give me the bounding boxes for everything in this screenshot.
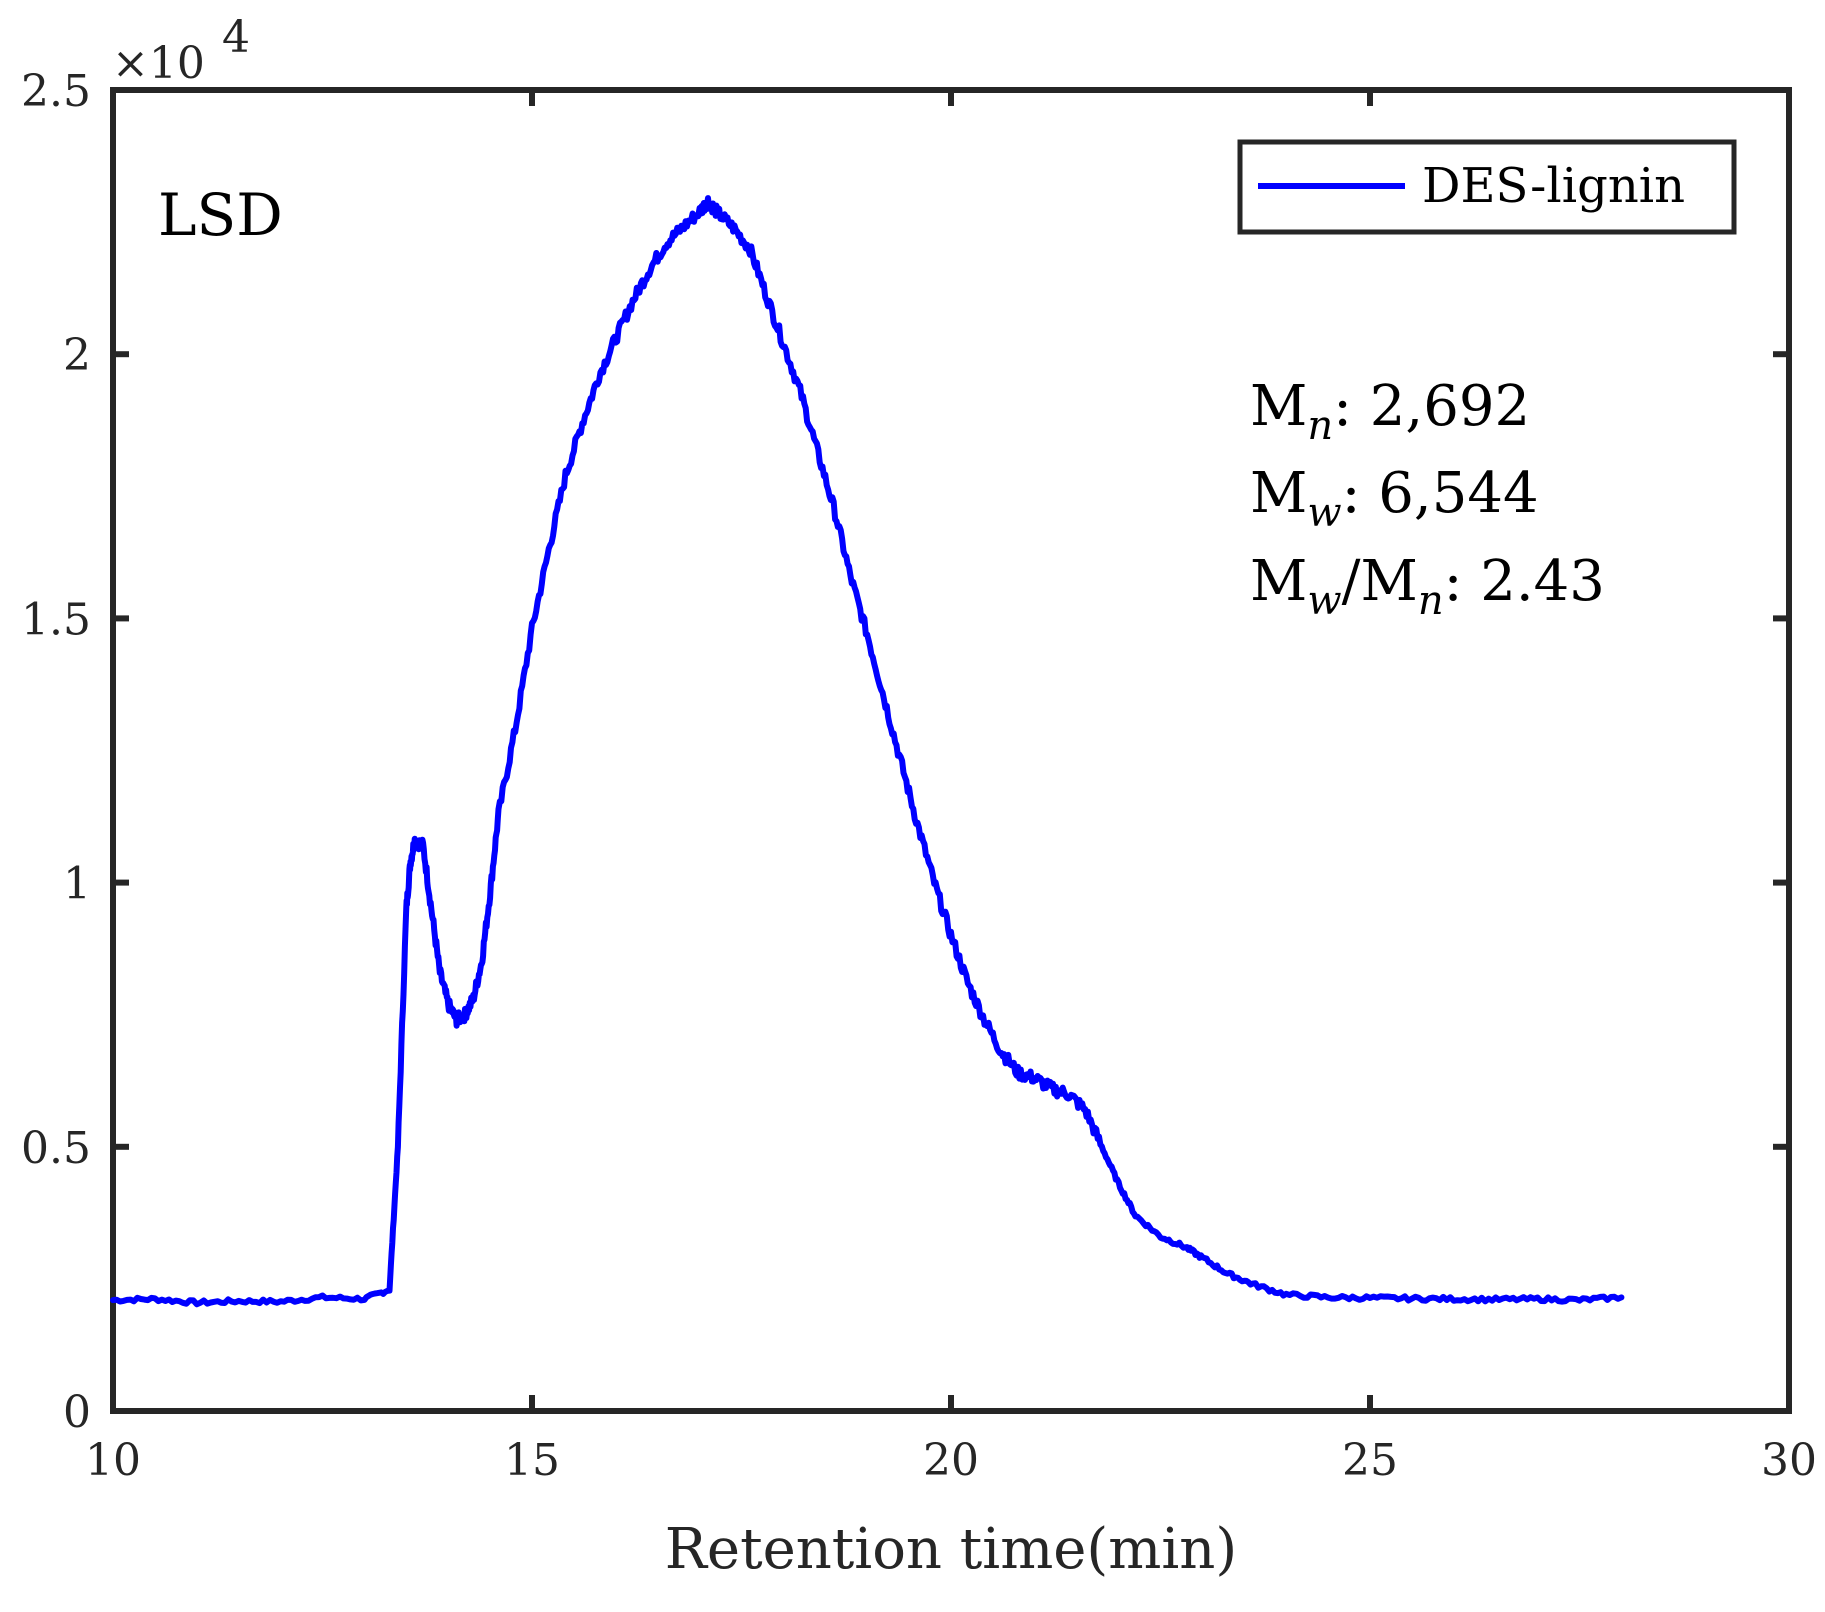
y-exponent-power: 4: [222, 12, 250, 63]
x-axis-title: Retention time(min): [665, 1517, 1237, 1582]
y-exponent-label: ×10: [112, 38, 205, 89]
mw-stat: Mw: 6,544: [1250, 461, 1539, 536]
axis-ticks: [110, 87, 1792, 1414]
pdi-stat: Mw/Mn: 2.43: [1250, 549, 1605, 624]
plot-area: [110, 87, 1792, 1414]
x-tick-label: 10: [85, 1435, 141, 1486]
legend: DES-lignin: [1237, 139, 1737, 235]
y-tick-label: 1: [63, 859, 91, 910]
x-tick-label: 25: [1342, 1435, 1398, 1486]
y-tick-label: 2.5: [21, 66, 91, 117]
y-tick-label: 0: [63, 1387, 91, 1438]
x-tick-label: 15: [504, 1435, 560, 1486]
x-tick-label: 30: [1761, 1435, 1817, 1486]
axis-tick-labels: 10 15 20 25 30 0 0.5 1 1.5 2 2.5: [21, 66, 1817, 1486]
y-tick-label: 0.5: [21, 1123, 91, 1174]
panel-annotation: LSD: [158, 181, 283, 249]
series-line-des-lignin: [110, 195, 1625, 1308]
legend-label: DES-lignin: [1422, 158, 1685, 214]
mn-stat: Mn: 2,692: [1250, 374, 1530, 449]
y-tick-label: 2: [63, 330, 91, 381]
x-tick-label: 20: [923, 1435, 979, 1486]
y-tick-label: 1.5: [21, 594, 91, 645]
